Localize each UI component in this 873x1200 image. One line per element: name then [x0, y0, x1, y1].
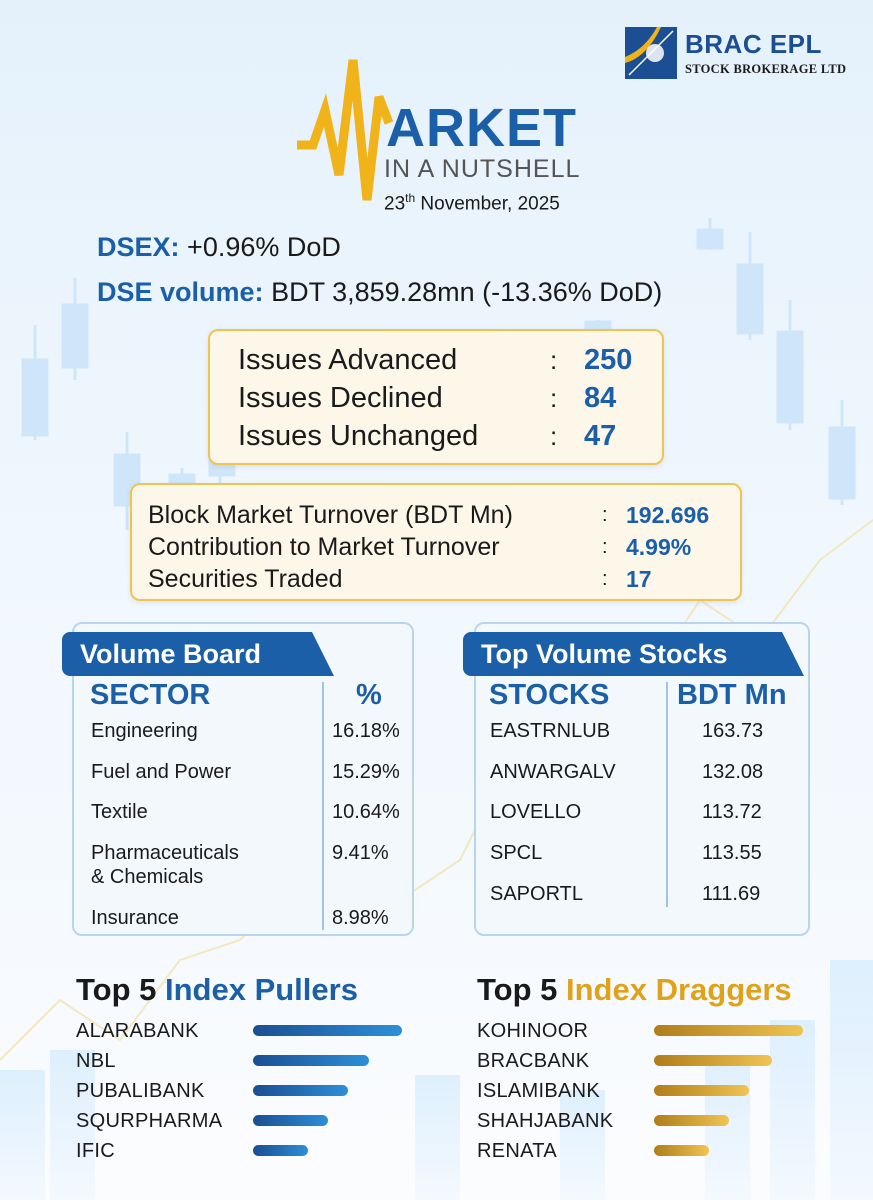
index-impact-bar [253, 1145, 308, 1156]
sector-name: Fuel and Power [91, 761, 232, 783]
index-stock-name: ISLAMIBANK [477, 1080, 601, 1102]
page-subtitle: IN A NUTSHELL [384, 155, 581, 183]
issues-colon: : [550, 345, 558, 375]
index-impact-bar [253, 1115, 328, 1126]
market-heartbeat-m-icon [297, 59, 394, 201]
dsex-headline: DSEX: +0.96% DoD [97, 231, 341, 263]
sector-percent: 9.41% [332, 842, 389, 864]
block-turnover-value: 192.696 [626, 502, 710, 528]
bdt-mn-column-header: BDT Mn [677, 679, 787, 711]
stock-name: SPCL [490, 842, 543, 864]
issues-advanced-label: Issues Advanced [238, 344, 458, 376]
volume-label: DSE volume: [97, 277, 264, 307]
stock-name: EASTRNLUB [490, 720, 611, 742]
column-divider [666, 682, 668, 907]
stock-name: LOVELLO [490, 801, 582, 823]
brand-name: BRAC EPL [685, 28, 822, 59]
index-impact-bar [654, 1115, 729, 1126]
issues-unchanged-value: 47 [584, 420, 617, 452]
contribution-label: Contribution to Market Turnover [148, 533, 500, 561]
top-volume-tag: Top Volume Stocks [463, 632, 804, 676]
sector-percent: 8.98% [332, 907, 389, 929]
stock-value: 163.73 [702, 720, 764, 742]
sector-name: Engineering [91, 720, 198, 742]
brand-subtitle: STOCK BROKERAGE LTD [685, 61, 847, 76]
index-pullers-title: Top 5 Index Pullers [76, 972, 358, 1007]
stock-value: 111.69 [702, 883, 761, 905]
dsex-label: DSEX: [97, 232, 180, 262]
index-stock-name: SQURPHARMA [76, 1110, 223, 1132]
sector-column-header: SECTOR [90, 679, 211, 711]
index-stock-name: NBL [76, 1050, 116, 1072]
index-stock-name: ALARABANK [76, 1020, 199, 1042]
contribution-value: 4.99% [626, 534, 692, 560]
brac-epl-logo-mark [625, 27, 677, 79]
index-impact-bar [654, 1145, 709, 1156]
volume-headline: DSE volume: BDT 3,859.28mn (-13.36% DoD) [97, 276, 662, 308]
dsex-value: +0.96% DoD [187, 232, 341, 262]
block-turnover-label: Block Market Turnover (BDT Mn) [148, 501, 513, 529]
index-stock-name: BRACBANK [477, 1050, 590, 1072]
index-impact-bar [253, 1085, 348, 1096]
index-draggers-title: Top 5 Index Draggers [477, 972, 792, 1007]
sector-percent: 16.18% [332, 720, 400, 742]
block-colon: : [602, 504, 608, 526]
issues-advanced-value: 250 [584, 344, 633, 376]
issues-colon: : [550, 421, 558, 451]
percent-column-header: % [356, 679, 382, 711]
volume-value: BDT 3,859.28mn (-13.36% DoD) [271, 277, 663, 307]
index-stock-name: IFIC [76, 1140, 115, 1162]
stock-value: 113.55 [702, 842, 762, 864]
index-stock-name: RENATA [477, 1140, 557, 1162]
stock-name: SAPORTL [490, 883, 583, 905]
securities-traded-label: Securities Traded [148, 565, 343, 593]
issues-colon: : [550, 383, 558, 413]
sector-name: Insurance [91, 907, 179, 929]
issues-unchanged-label: Issues Unchanged [238, 420, 479, 452]
sector-percent: 10.64% [332, 801, 400, 823]
block-colon: : [602, 568, 608, 590]
index-stock-name: SHAHJABANK [477, 1110, 614, 1132]
issues-declined-value: 84 [584, 382, 617, 414]
volume-board-tag: Volume Board [62, 632, 334, 676]
securities-traded-value: 17 [626, 566, 652, 592]
index-stock-name: KOHINOOR [477, 1020, 589, 1042]
sector-name: Textile [91, 801, 148, 823]
sector-percent: 15.29% [332, 761, 400, 783]
index-stock-name: PUBALIBANK [76, 1080, 205, 1102]
page-title: ARKET [386, 98, 577, 158]
brac-epl-logo: BRAC EPL STOCK BROKERAGE LTD [625, 27, 855, 79]
stocks-column-header: STOCKS [489, 679, 610, 711]
index-impact-bar [654, 1085, 749, 1096]
index-impact-bar [654, 1055, 772, 1066]
index-impact-bar [253, 1025, 402, 1036]
block-market-box: Block Market Turnover (BDT Mn) : 192.696… [130, 483, 742, 601]
issues-declined-label: Issues Declined [238, 382, 443, 414]
stock-name: ANWARGALV [490, 761, 616, 783]
index-impact-bar [654, 1025, 803, 1036]
issues-summary-box: Issues Advanced : 250 Issues Declined : … [208, 329, 664, 465]
block-colon: : [602, 536, 608, 558]
column-divider [322, 682, 324, 930]
sector-name: Pharmaceuticals [91, 842, 239, 864]
index-impact-bar [253, 1055, 369, 1066]
sector-name-line2: & Chemicals [91, 866, 204, 888]
stock-value: 132.08 [702, 761, 764, 783]
report-date: 23th November, 2025 [384, 191, 560, 215]
stock-value: 113.72 [702, 801, 762, 823]
